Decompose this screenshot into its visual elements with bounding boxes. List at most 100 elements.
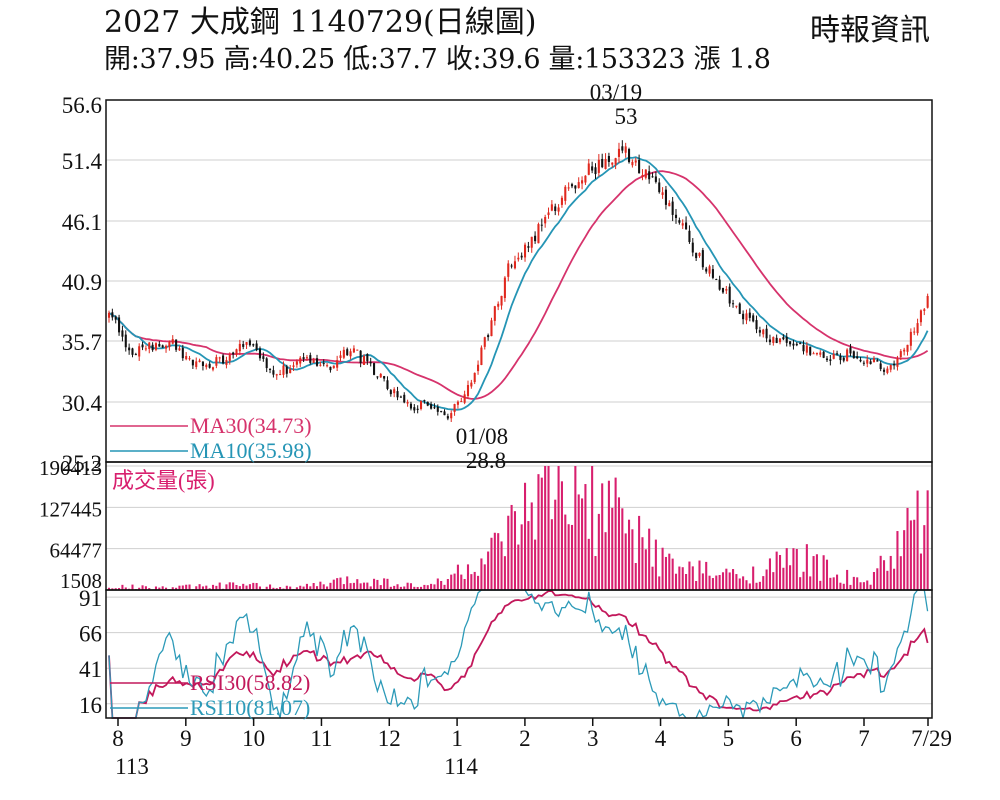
candlestick xyxy=(886,366,889,375)
candlestick xyxy=(839,353,842,365)
volume-bar xyxy=(460,574,463,590)
candle-body xyxy=(383,376,386,379)
rsi-tick-label: 91 xyxy=(79,586,102,611)
volume-bar xyxy=(121,584,124,590)
volume-bar xyxy=(446,579,449,590)
candle-body xyxy=(208,363,211,368)
candlestick xyxy=(540,218,543,232)
candlestick xyxy=(862,360,865,366)
candle-body xyxy=(369,362,372,364)
candle-body xyxy=(453,404,456,412)
candlestick xyxy=(393,387,396,398)
candle-body xyxy=(315,358,319,366)
candle-body xyxy=(768,339,771,343)
candlestick xyxy=(732,299,735,308)
candlestick xyxy=(879,360,882,372)
candlestick xyxy=(872,356,876,363)
candle-body xyxy=(376,376,379,378)
candle-body xyxy=(483,337,486,347)
candle-body xyxy=(799,343,802,345)
volume-bar xyxy=(473,571,476,590)
candle-body xyxy=(312,360,315,363)
volume-bar xyxy=(164,587,168,590)
candle-body xyxy=(188,358,191,360)
panel-frames xyxy=(105,99,933,726)
candlestick xyxy=(523,242,527,262)
candlestick xyxy=(604,153,607,170)
candlestick xyxy=(443,409,446,416)
candle-body xyxy=(299,357,302,364)
volume-bar xyxy=(799,577,802,590)
volume-bar xyxy=(487,551,490,590)
grid-lines xyxy=(106,99,932,705)
candle-body xyxy=(778,338,782,343)
candlestick xyxy=(648,165,651,184)
candlestick xyxy=(201,361,204,371)
candlestick xyxy=(252,343,255,347)
candle-body xyxy=(893,363,896,366)
volume-bar xyxy=(154,586,158,590)
volume-bar xyxy=(869,584,872,590)
candle-body xyxy=(654,176,657,182)
volume-bar xyxy=(614,477,617,590)
candlestick xyxy=(386,376,389,391)
candle-body xyxy=(164,345,168,349)
candlestick xyxy=(315,354,319,367)
volume-bar xyxy=(755,582,758,590)
x-tick-label: 12 xyxy=(378,726,401,751)
candle-body xyxy=(534,235,537,242)
candlestick xyxy=(151,342,154,352)
candlestick xyxy=(198,358,201,363)
candle-body xyxy=(859,359,862,362)
candle-body xyxy=(463,394,466,403)
candle-body xyxy=(269,368,272,370)
volume-bar xyxy=(490,537,493,590)
volume-bar xyxy=(772,572,775,590)
candle-body xyxy=(745,313,748,321)
candlestick xyxy=(785,332,788,347)
candle-body xyxy=(158,344,161,347)
candle-body xyxy=(604,159,607,169)
candle-body xyxy=(282,365,285,375)
candle-body xyxy=(326,365,329,367)
volume-bar xyxy=(383,578,386,590)
candlestick xyxy=(503,276,506,302)
volume-bar xyxy=(436,578,439,590)
candlestick xyxy=(305,354,308,361)
candle-body xyxy=(181,348,184,359)
volume-bar xyxy=(537,474,540,590)
candle-body xyxy=(480,347,483,365)
candle-body xyxy=(456,401,459,405)
candle-body xyxy=(406,402,409,404)
volume-bar xyxy=(634,563,637,590)
volume-bar xyxy=(661,547,664,590)
volume-bar xyxy=(228,582,231,590)
candlestick xyxy=(396,386,399,401)
volume-bar xyxy=(332,579,335,590)
candle-body xyxy=(426,401,429,406)
candle-body xyxy=(574,185,577,189)
candle-body xyxy=(168,342,171,348)
volume-bar xyxy=(611,507,614,590)
volume-bar xyxy=(205,585,208,590)
candle-body xyxy=(795,343,798,346)
candlestick xyxy=(295,359,298,368)
candle-body xyxy=(916,323,919,334)
candlestick xyxy=(510,263,513,269)
candlestick xyxy=(332,365,335,369)
candlestick xyxy=(825,356,829,363)
volume-bar xyxy=(440,580,443,590)
candlestick xyxy=(893,360,896,370)
rsi30-line xyxy=(108,590,929,719)
candle-body xyxy=(409,403,412,409)
candlestick xyxy=(846,348,849,362)
volume-bar xyxy=(617,497,621,590)
candlestick xyxy=(913,327,916,336)
volume-bar xyxy=(641,537,644,590)
candle-body xyxy=(527,246,530,248)
candle-body xyxy=(815,352,818,355)
volume-bar xyxy=(919,553,922,590)
candlestick xyxy=(812,351,815,355)
candlestick xyxy=(389,389,392,397)
